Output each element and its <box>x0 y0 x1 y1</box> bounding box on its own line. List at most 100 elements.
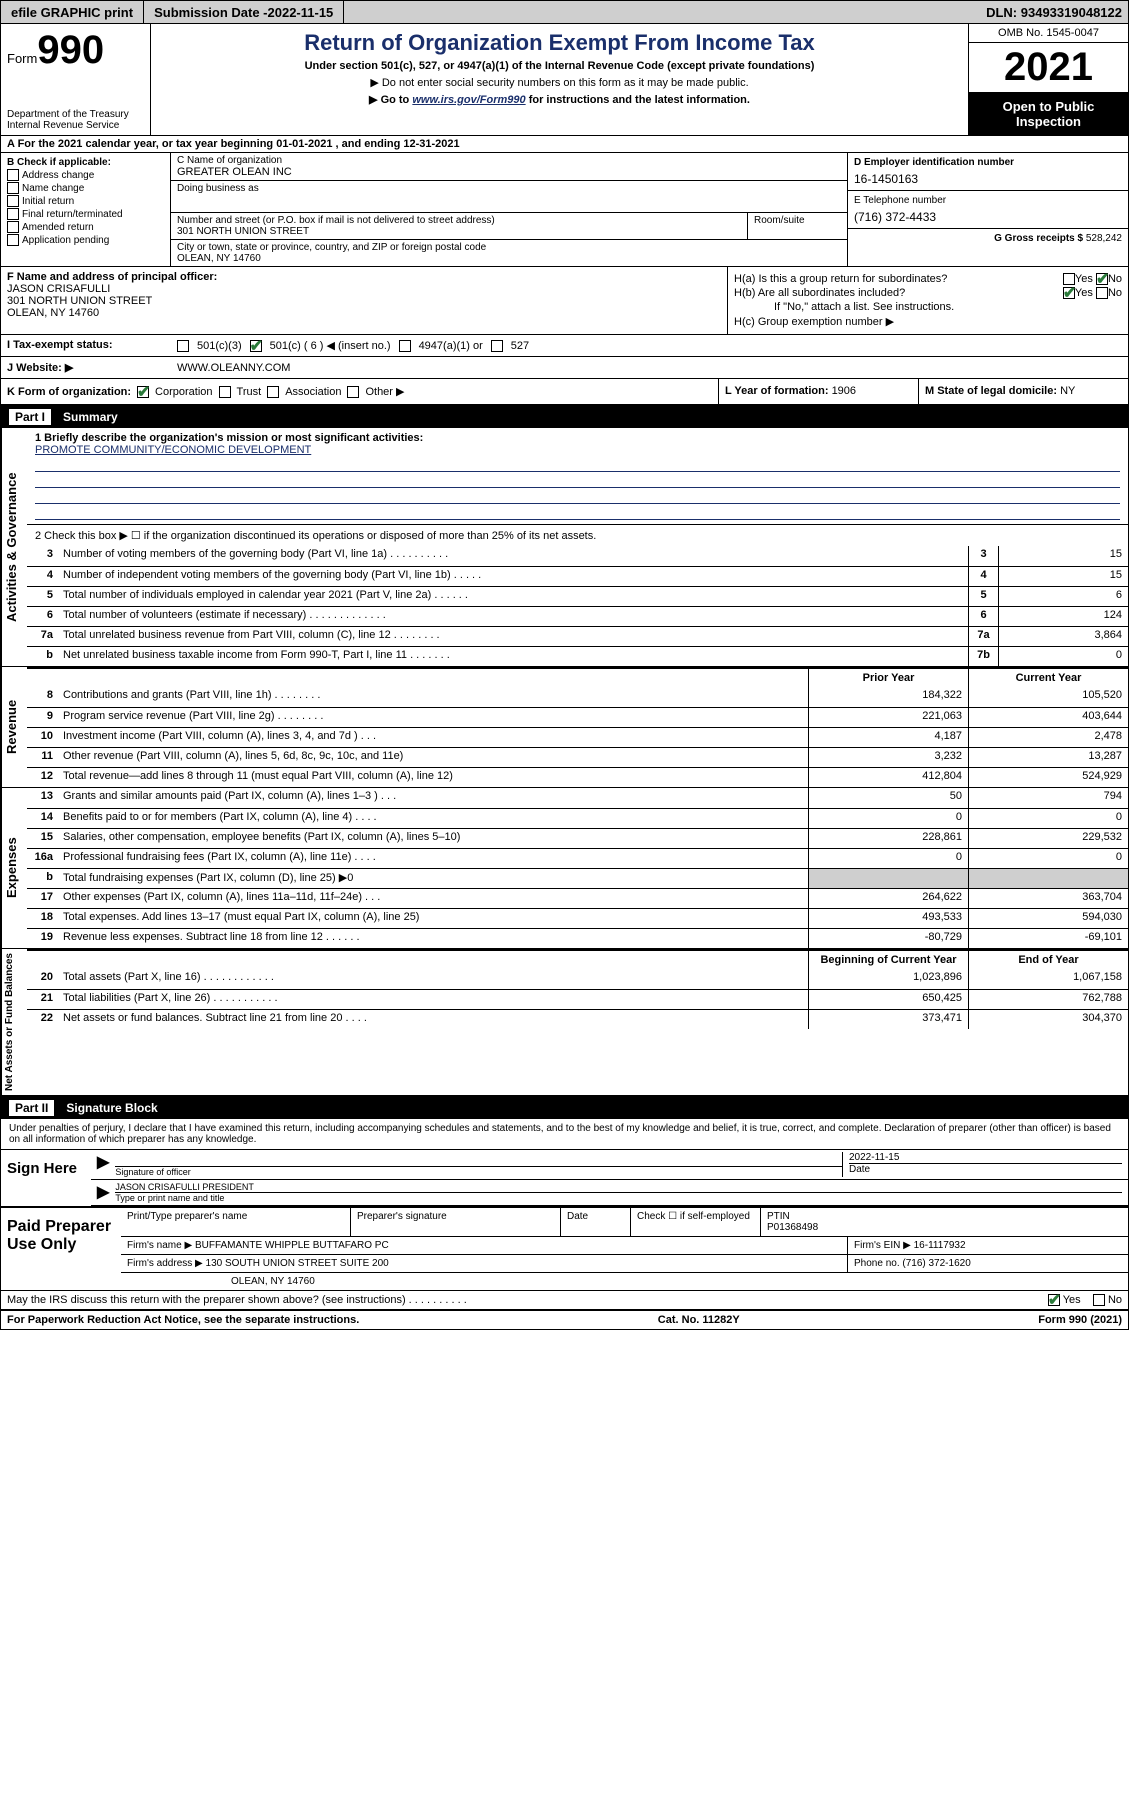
chk-corporation[interactable] <box>137 386 149 398</box>
end-year-hdr: End of Year <box>968 951 1128 969</box>
line-8: 8Contributions and grants (Part VIII, li… <box>27 687 1128 707</box>
chk-amended-return[interactable]: Amended return <box>7 221 164 233</box>
state-domicile: M State of legal domicile: NY <box>918 379 1128 404</box>
chk-final-return[interactable]: Final return/terminated <box>7 208 164 220</box>
sig-date: 2022-11-15 <box>849 1152 899 1163</box>
col-d-ein-phone: D Employer identification number 16-1450… <box>848 153 1128 266</box>
chk-application-pending[interactable]: Application pending <box>7 234 164 246</box>
ein-value: 16-1450163 <box>854 168 1122 186</box>
section-net-assets: Net Assets or Fund Balances Beginning of… <box>1 949 1128 1097</box>
form-subtitle-2: ▶ Do not enter social security numbers o… <box>161 76 958 89</box>
vlabel-net: Net Assets or Fund Balances <box>1 949 27 1095</box>
addr-cell: Number and street (or P.O. box if mail i… <box>171 213 748 240</box>
firm-addr-cell: Firm's address ▶ 130 SOUTH UNION STREET … <box>121 1255 848 1272</box>
officer-signature[interactable]: Signature of officer <box>115 1152 842 1177</box>
org-city: OLEAN, NY 14760 <box>177 253 261 264</box>
ha-label: H(a) Is this a group return for subordin… <box>734 273 947 285</box>
city-cell: City or town, state or province, country… <box>171 240 848 266</box>
sig-date-cell: 2022-11-15 Date <box>842 1152 1122 1177</box>
discuss-no[interactable] <box>1093 1294 1105 1306</box>
hb-no[interactable] <box>1096 287 1108 299</box>
chk-association[interactable] <box>267 386 279 398</box>
chk-527[interactable] <box>491 340 503 352</box>
dept-label: Department of the Treasury Internal Reve… <box>7 109 144 131</box>
gov-line-6: 6Total number of volunteers (estimate if… <box>27 606 1128 626</box>
line-21: 21Total liabilities (Part X, line 26) . … <box>27 989 1128 1009</box>
row-i-tax-status: I Tax-exempt status: 501(c)(3) 501(c) ( … <box>1 335 1128 357</box>
ein-cell: D Employer identification number 16-1450… <box>848 153 1128 191</box>
perjury-statement: Under penalties of perjury, I declare th… <box>1 1119 1128 1149</box>
line-20: 20Total assets (Part X, line 16) . . . .… <box>27 969 1128 989</box>
gov-line-3: 3Number of voting members of the governi… <box>27 546 1128 566</box>
header-mid: Return of Organization Exempt From Incom… <box>151 24 968 135</box>
prior-year-hdr: Prior Year <box>808 669 968 687</box>
phone-value: (716) 372-4433 <box>854 206 1122 224</box>
line-13: 13Grants and similar amounts paid (Part … <box>27 788 1128 808</box>
org-name-cell: C Name of organization GREATER OLEAN INC <box>171 153 848 181</box>
col-b-label: B Check if applicable: <box>7 157 164 168</box>
gross-receipts-cell: G Gross receipts $ 528,242 <box>848 229 1128 248</box>
chk-name-change[interactable]: Name change <box>7 182 164 194</box>
top-bar: efile GRAPHIC print Submission Date - 20… <box>0 0 1129 24</box>
mission-box: 1 Briefly describe the organization's mi… <box>27 428 1128 524</box>
gov-line-7b: bNet unrelated business taxable income f… <box>27 646 1128 666</box>
ptin-cell: PTINP01368498 <box>761 1208 1128 1236</box>
chk-501c[interactable] <box>250 340 262 352</box>
ha-no[interactable] <box>1096 273 1108 285</box>
header-right: OMB No. 1545-0047 2021 Open to Public In… <box>968 24 1128 135</box>
efile-btn[interactable]: efile GRAPHIC print <box>1 1 144 23</box>
header-left: Form990 Department of the Treasury Inter… <box>1 24 151 135</box>
row-klm: K Form of organization: Corporation Trus… <box>1 379 1128 406</box>
org-address: 301 NORTH UNION STREET <box>177 226 309 237</box>
part-ii-header: Part II Signature Block <box>1 1097 1128 1119</box>
paid-preparer-label: Paid Preparer Use Only <box>1 1208 121 1290</box>
chk-initial-return[interactable]: Initial return <box>7 195 164 207</box>
submission-btn[interactable]: Submission Date - 2022-11-15 <box>144 1 344 23</box>
vlabel-revenue: Revenue <box>1 667 27 787</box>
net-col-headers: Beginning of Current Year End of Year <box>27 949 1128 969</box>
self-employed-chk[interactable]: Check ☐ if self-employed <box>631 1208 761 1236</box>
col-b-check-applicable: B Check if applicable: Address change Na… <box>1 153 171 266</box>
chk-trust[interactable] <box>219 386 231 398</box>
row-j-website: J Website: ▶ WWW.OLEANNY.COM <box>1 357 1128 379</box>
group-return: H(a) Is this a group return for subordin… <box>728 267 1128 334</box>
submission-date: 2022-11-15 <box>268 5 334 20</box>
mission-text: PROMOTE COMMUNITY/ECONOMIC DEVELOPMENT <box>35 444 1120 456</box>
line-2: 2 Check this box ▶ ☐ if the organization… <box>27 524 1128 546</box>
sign-here-label: Sign Here <box>1 1150 91 1206</box>
row-a-tax-year: A For the 2021 calendar year, or tax yea… <box>1 136 1128 153</box>
omb-number: OMB No. 1545-0047 <box>969 24 1128 43</box>
section-bcd: B Check if applicable: Address change Na… <box>1 153 1128 267</box>
firm-phone-cell: Phone no. (716) 372-1620 <box>848 1255 1128 1272</box>
line-b: bTotal fundraising expenses (Part IX, co… <box>27 868 1128 888</box>
firm-city-cell: OLEAN, NY 14760 <box>121 1273 1128 1290</box>
form-prefix: Form <box>7 51 37 66</box>
officer-name: JASON CRISAFULLI <box>7 283 110 295</box>
discuss-yes[interactable] <box>1048 1294 1060 1306</box>
firm-name-cell: Firm's name ▶ BUFFAMANTE WHIPPLE BUTTAFA… <box>121 1237 848 1254</box>
principal-officer: F Name and address of principal officer:… <box>1 267 728 334</box>
line-10: 10Investment income (Part VIII, column (… <box>27 727 1128 747</box>
row-fh: F Name and address of principal officer:… <box>1 267 1128 335</box>
vlabel-governance: Activities & Governance <box>1 428 27 666</box>
line-14: 14Benefits paid to or for members (Part … <box>27 808 1128 828</box>
submission-label: Submission Date - <box>154 5 267 20</box>
line-22: 22Net assets or fund balances. Subtract … <box>27 1009 1128 1029</box>
chk-501c3[interactable] <box>177 340 189 352</box>
officer-name-title: JASON CRISAFULLI PRESIDENT Type or print… <box>115 1182 1122 1203</box>
paperwork-notice: For Paperwork Reduction Act Notice, see … <box>7 1314 359 1326</box>
line-19: 19Revenue less expenses. Subtract line 1… <box>27 928 1128 948</box>
chk-other[interactable] <box>347 386 359 398</box>
hc-label: H(c) Group exemption number ▶ <box>734 315 894 328</box>
form-990: Form990 Department of the Treasury Inter… <box>0 24 1129 1330</box>
line-18: 18Total expenses. Add lines 13–17 (must … <box>27 908 1128 928</box>
hb-label: H(b) Are all subordinates included? <box>734 287 905 299</box>
preparer-sig-hdr: Preparer's signature <box>351 1208 561 1236</box>
form-number: 990 <box>37 28 104 72</box>
hb-yes[interactable] <box>1063 287 1075 299</box>
preparer-date-hdr: Date <box>561 1208 631 1236</box>
current-year-hdr: Current Year <box>968 669 1128 687</box>
chk-4947[interactable] <box>399 340 411 352</box>
chk-address-change[interactable]: Address change <box>7 169 164 181</box>
irs-link[interactable]: www.irs.gov/Form990 <box>412 94 525 106</box>
